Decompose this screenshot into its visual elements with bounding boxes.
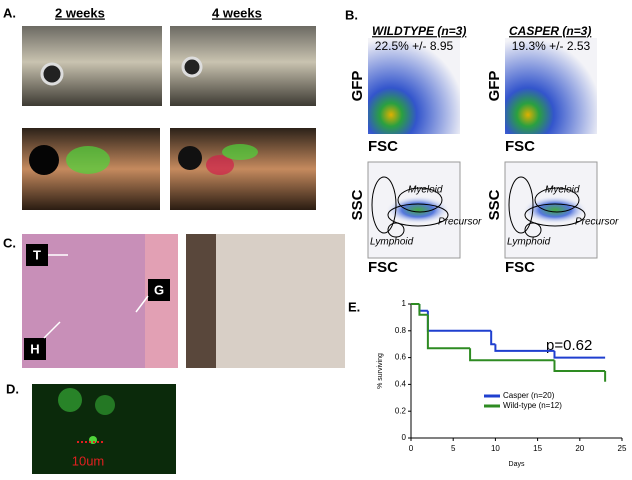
- label: H: [30, 341, 39, 356]
- gate-label: Myeloid: [408, 185, 443, 196]
- axis-label: SSC: [486, 189, 503, 220]
- survival-step: [418, 304, 428, 312]
- label-box: [24, 338, 46, 360]
- x-tick-label: 10: [491, 444, 500, 453]
- arrow: [43, 321, 61, 339]
- x-tick-label: 15: [533, 444, 542, 453]
- gate: [534, 187, 580, 213]
- y-tick-label: 0: [402, 433, 407, 442]
- scale-label: 10um: [72, 453, 105, 468]
- stat: 22.5% +/- 8.95: [375, 39, 454, 53]
- flow-plot: [505, 38, 597, 134]
- survival-step: [490, 330, 496, 346]
- label-box: [148, 279, 170, 301]
- survival-step: [494, 344, 555, 352]
- y-tick-label: 0.2: [395, 406, 407, 415]
- panel-label: C.: [3, 235, 16, 250]
- photo-eye: [178, 146, 202, 170]
- survival-step: [553, 360, 606, 372]
- flow-plot: [368, 38, 460, 134]
- panel-label: A.: [3, 5, 16, 20]
- x-tick-label: 25: [618, 444, 627, 453]
- panel-label: D.: [6, 381, 19, 396]
- photo-eye: [181, 56, 203, 78]
- photo-gfp: [66, 146, 110, 174]
- axis-label: GFP: [349, 71, 366, 102]
- x-tick-label: 0: [409, 444, 414, 453]
- x-tick-label: 20: [575, 444, 584, 453]
- y-tick-label: 1: [402, 299, 407, 308]
- gate: [387, 222, 405, 238]
- gate: [524, 222, 542, 238]
- gate: [387, 203, 449, 227]
- x-axis-label: Days: [509, 461, 525, 468]
- gate: [371, 176, 397, 234]
- survival-step: [426, 314, 471, 350]
- gate-label: Lymphoid: [507, 237, 551, 248]
- label: G: [154, 282, 164, 297]
- gate: [397, 187, 443, 213]
- x-tick-label: 5: [451, 444, 456, 453]
- gate: [524, 203, 586, 227]
- gate-label: Myeloid: [545, 185, 580, 196]
- column-label: 4 weeks: [212, 5, 262, 20]
- label: T: [33, 247, 41, 262]
- axis-label: FSC: [505, 138, 535, 155]
- photo-gfp: [222, 144, 258, 160]
- label-box: [26, 244, 48, 266]
- axis-label: FSC: [368, 259, 398, 276]
- fluorescence-cell: [58, 388, 82, 412]
- legend-label: Wild-type (n=12): [503, 401, 562, 410]
- stat: 19.3% +/- 2.53: [512, 39, 591, 53]
- panel-label: B.: [345, 7, 358, 22]
- plot-title: CASPER (n=3): [509, 24, 591, 38]
- flow-group: CASPER (n=3)19.3% +/- 2.53 GFP FSC Myeloid P…: [486, 24, 619, 276]
- axis-label: FSC: [368, 138, 398, 155]
- photo-eye: [29, 145, 59, 175]
- photo-eye: [40, 62, 64, 86]
- arrow: [135, 295, 149, 313]
- survival-step: [553, 350, 606, 359]
- flow-density: [386, 196, 450, 224]
- photo: [22, 26, 162, 106]
- plot-title: WILDTYPE (n=3): [372, 24, 466, 38]
- photo-heart: [206, 155, 234, 175]
- survival-step: [418, 304, 428, 316]
- histology: [186, 234, 216, 368]
- axis-label: FSC: [505, 259, 535, 276]
- survival-step: [469, 348, 555, 362]
- legend-label: Casper (n=20): [503, 391, 555, 400]
- axis-label: SSC: [349, 189, 366, 220]
- gate-label: Precursor: [438, 217, 482, 228]
- gate-label: Precursor: [575, 217, 619, 228]
- y-axis-label: % surviving: [377, 353, 384, 389]
- flow-density: [523, 196, 587, 224]
- gate-label: Lymphoid: [370, 237, 414, 248]
- panel-label: E.: [348, 299, 360, 314]
- y-tick-label: 0.4: [395, 380, 407, 389]
- survival-step: [426, 310, 492, 332]
- fluorescence-cell: [95, 395, 115, 415]
- y-tick-label: 0.6: [395, 353, 407, 362]
- column-label: 2 weeks: [55, 5, 105, 20]
- flow-group: WILDTYPE (n=3)22.5% +/- 8.95 GFP FSC Myeloi…: [349, 24, 482, 276]
- annotation: p=0.62: [546, 337, 592, 354]
- axis-label: GFP: [486, 71, 503, 102]
- gate: [508, 176, 534, 234]
- y-tick-label: 0.8: [395, 326, 407, 335]
